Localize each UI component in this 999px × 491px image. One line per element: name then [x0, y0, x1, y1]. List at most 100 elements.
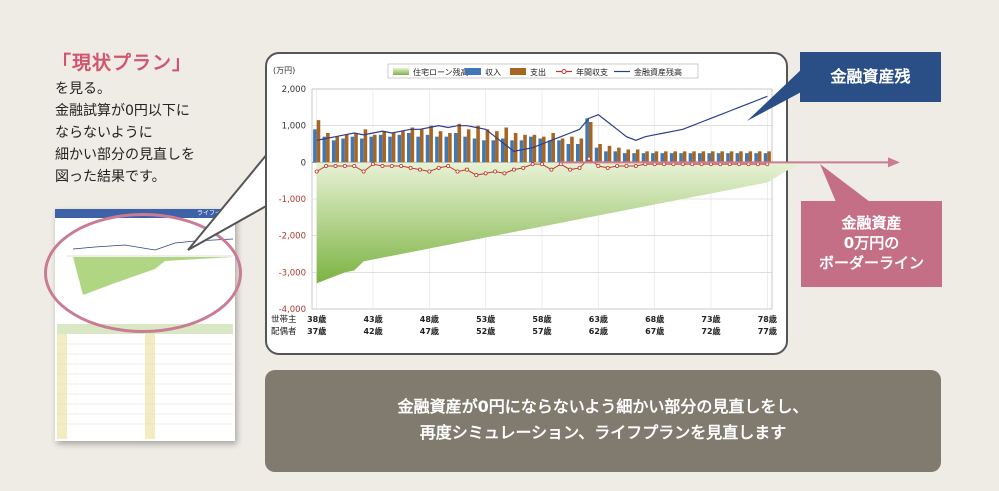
income-bar	[744, 153, 749, 163]
intro-line: 細かい部分の見直しを	[55, 147, 195, 163]
expense-bar	[588, 122, 593, 163]
income-bar	[472, 138, 477, 163]
income-bar	[604, 151, 608, 163]
expense-bar	[429, 125, 433, 163]
expense-bar	[654, 151, 659, 163]
income-bar	[538, 138, 542, 163]
annual-balance-point	[502, 171, 507, 176]
line-layer	[314, 95, 900, 178]
income-bar	[397, 134, 402, 163]
income-bar	[754, 153, 758, 163]
expense-bar	[391, 133, 396, 163]
expense-bar	[617, 147, 621, 163]
x-tick-spouse: 37歳	[307, 326, 326, 336]
income-bar	[388, 136, 392, 163]
annual-balance-point	[474, 173, 479, 178]
y-tick-label: -3,000	[279, 268, 306, 278]
income-bar	[453, 133, 458, 163]
y-tick-label: -1,000	[279, 195, 306, 205]
expense-bar	[448, 133, 452, 163]
expense-bar	[354, 133, 358, 163]
legend-label: 住宅ローン残高	[413, 67, 469, 77]
axis-layer: 2,000 1,000 0 -1,000 -2,000 -3,000 -4,000 (万円) 世…	[271, 66, 777, 337]
summary-line: 再度シミュレーション、ライフプランを見直します	[419, 423, 787, 442]
expense-bar	[645, 151, 649, 163]
income-bar	[331, 140, 336, 163]
legend-label: 金融資産残高	[634, 67, 682, 77]
income-bar	[566, 144, 571, 163]
annual-balance-point	[361, 169, 366, 174]
income-bar	[491, 140, 496, 163]
income-bar	[594, 147, 599, 163]
expense-bar	[626, 149, 631, 163]
expense-bar	[570, 136, 574, 163]
x-tick-householder: 78歳	[758, 314, 777, 324]
expense-bar	[476, 125, 480, 163]
legend-swatch-bar	[510, 68, 526, 75]
annual-balance-point	[455, 169, 460, 174]
intro-line: を見る。	[55, 81, 111, 97]
row-label-householder: 世帯主	[271, 314, 297, 325]
intro-description: を見る。 金融試算が0円以下に ならないように 細かい部分の見直しを 図った結果…	[55, 78, 195, 188]
expense-bar	[682, 151, 687, 163]
income-bar	[585, 118, 589, 163]
expense-bar	[692, 151, 696, 163]
income-bar	[669, 153, 674, 163]
summary-box: 金融資産が0円にならないよう細かい部分の見直しをし、 再度シミュレーション、ライ…	[265, 370, 941, 472]
legend-label: 年間収支	[576, 67, 608, 77]
expense-bar	[701, 151, 706, 163]
expense-bar	[335, 136, 340, 163]
expense-bar	[495, 131, 499, 163]
expense-bar	[373, 134, 377, 163]
expense-bar	[598, 144, 602, 163]
border-line-callout: 金融資産 0万円の ボーダーライン	[801, 201, 942, 287]
annual-balance-point	[436, 165, 441, 170]
y-tick-label: 1,000	[282, 122, 306, 132]
border-callout-line: 金融資産	[841, 214, 902, 232]
expense-bar	[410, 127, 415, 163]
income-bar	[500, 138, 505, 163]
annual-balance-point	[427, 169, 432, 174]
income-bar	[322, 136, 327, 163]
annual-balance-point	[605, 165, 610, 170]
annual-balance-point	[371, 162, 376, 167]
intro-line: 図った結果です。	[55, 169, 166, 185]
border-arrow-head	[888, 157, 900, 168]
annual-balance-point	[521, 165, 526, 170]
x-tick-householder: 73歳	[701, 314, 720, 324]
legend-swatch-loan	[393, 68, 409, 75]
unit-label: (万円)	[273, 66, 295, 75]
annual-balance-point	[399, 163, 404, 168]
expense-bar	[551, 133, 555, 163]
income-bar	[444, 136, 449, 163]
expense-bar	[748, 151, 753, 163]
annual-balance-point	[408, 165, 413, 170]
expense-bar	[401, 131, 405, 163]
x-tick-householder: 68歳	[645, 314, 664, 324]
annual-balance-point	[624, 163, 629, 168]
annual-balance-point	[464, 167, 469, 172]
x-tick-spouse: 42歳	[363, 326, 382, 336]
border-callout-line: ボーダーライン	[818, 254, 924, 272]
asset-balance-callout: 金融資産残	[800, 52, 941, 102]
expense-bar	[382, 131, 386, 163]
annual-balance-point	[511, 167, 516, 172]
x-tick-spouse: 77歳	[758, 326, 777, 336]
income-bar	[482, 140, 486, 163]
expense-bar	[363, 129, 368, 163]
income-bar	[735, 153, 740, 163]
expense-bar	[542, 136, 546, 163]
annual-balance-point	[446, 163, 451, 168]
income-bar	[529, 136, 533, 163]
annual-balance-point	[568, 167, 573, 172]
x-tick-householder: 38歳	[307, 314, 326, 324]
annual-balance-point	[333, 163, 338, 168]
y-tick-label: -4,000	[279, 305, 306, 315]
annual-balance-point	[633, 163, 638, 168]
expense-bar	[560, 138, 565, 163]
annual-balance-point	[540, 162, 545, 167]
income-bar	[651, 153, 655, 163]
chart-legend: 住宅ローン残高 収入 支出 年間収支 金融資産残高	[387, 63, 699, 79]
